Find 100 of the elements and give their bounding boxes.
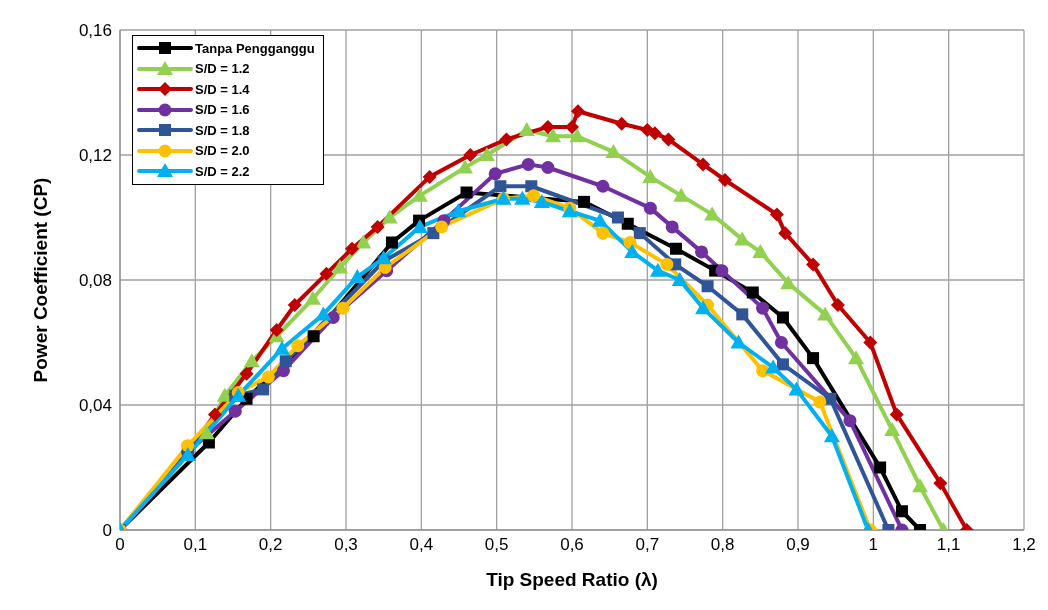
point [596, 226, 610, 240]
legend-label: S/D = 1.4 [195, 81, 250, 97]
point [813, 395, 827, 409]
point [257, 383, 270, 396]
point [695, 300, 712, 315]
y-tick-label: 0,04 [78, 396, 112, 416]
point [824, 392, 837, 405]
point [669, 242, 682, 255]
point [788, 381, 805, 396]
point [695, 245, 709, 259]
y-tick-label: 0 [102, 521, 112, 541]
legend-label: S/D = 1.8 [195, 122, 250, 138]
point [273, 340, 290, 355]
point [863, 335, 878, 350]
x-tick-label: 1,2 [1012, 535, 1036, 555]
point [571, 104, 586, 119]
point [884, 422, 901, 436]
point [776, 358, 789, 371]
x-axis-title: Tip Speed Ratio (λ) [486, 569, 658, 590]
x-tick-label: 0,3 [334, 535, 358, 555]
legend-label: S/D = 1.6 [195, 102, 250, 118]
point [830, 298, 845, 312]
point [701, 280, 714, 293]
point [895, 505, 908, 518]
x-tick-label: 0,9 [786, 535, 810, 555]
x-tick-label: 0,8 [710, 535, 735, 555]
point [307, 330, 320, 343]
point [518, 122, 535, 136]
y-axis-title: Power Coefficient (CP) [29, 177, 51, 383]
point [614, 116, 629, 131]
point [540, 119, 555, 134]
point [823, 428, 840, 443]
point [304, 290, 321, 305]
x-tick-label: 0,6 [560, 535, 584, 555]
point [349, 268, 366, 283]
point [912, 478, 929, 493]
point [370, 219, 385, 234]
point [643, 201, 657, 215]
point [715, 264, 729, 278]
point [478, 147, 495, 161]
point [774, 336, 788, 349]
point [673, 187, 690, 202]
point [457, 159, 474, 174]
point [315, 306, 332, 321]
point [527, 189, 541, 203]
point [769, 207, 784, 222]
point [494, 180, 507, 193]
x-tick-label: 1 [868, 535, 879, 555]
point [578, 195, 591, 208]
y-tick-label: 0,12 [78, 146, 112, 166]
point [660, 257, 674, 271]
point [198, 425, 215, 440]
point [649, 262, 666, 277]
point [778, 226, 793, 241]
point [765, 359, 782, 374]
point [355, 234, 372, 249]
point [261, 370, 275, 384]
point [411, 218, 428, 233]
point [460, 186, 473, 199]
point [623, 236, 637, 249]
point [661, 132, 676, 147]
point [730, 334, 747, 349]
point [463, 148, 478, 162]
point [345, 241, 360, 256]
point [435, 220, 449, 234]
point [521, 157, 535, 171]
x-tick-label: 0,4 [409, 535, 434, 555]
point [375, 250, 392, 265]
point [633, 227, 646, 240]
point [752, 243, 769, 258]
point [806, 257, 821, 272]
point [541, 161, 555, 174]
point [696, 157, 711, 172]
point [621, 217, 634, 230]
point [269, 323, 284, 337]
point [624, 243, 641, 258]
point [776, 311, 789, 324]
legend-label: S/D = 2.2 [195, 163, 250, 179]
point [331, 259, 348, 274]
point [488, 167, 502, 181]
y-tick-label: 0,16 [78, 21, 112, 41]
point [642, 168, 659, 183]
y-tick-label: 0,08 [78, 271, 112, 291]
point [514, 190, 531, 205]
point [647, 126, 662, 141]
point [565, 119, 579, 134]
point [591, 212, 608, 227]
point [569, 128, 586, 143]
point [807, 352, 820, 365]
point [817, 306, 834, 321]
point [665, 220, 679, 234]
point [499, 132, 514, 147]
point [780, 275, 797, 290]
point [319, 266, 334, 281]
point [228, 404, 242, 418]
x-tick-label: 0,5 [484, 535, 509, 555]
point [843, 414, 857, 428]
legend-label: S/D = 1.2 [195, 61, 250, 77]
x-tick-label: 0,2 [258, 535, 283, 555]
point [336, 301, 350, 315]
